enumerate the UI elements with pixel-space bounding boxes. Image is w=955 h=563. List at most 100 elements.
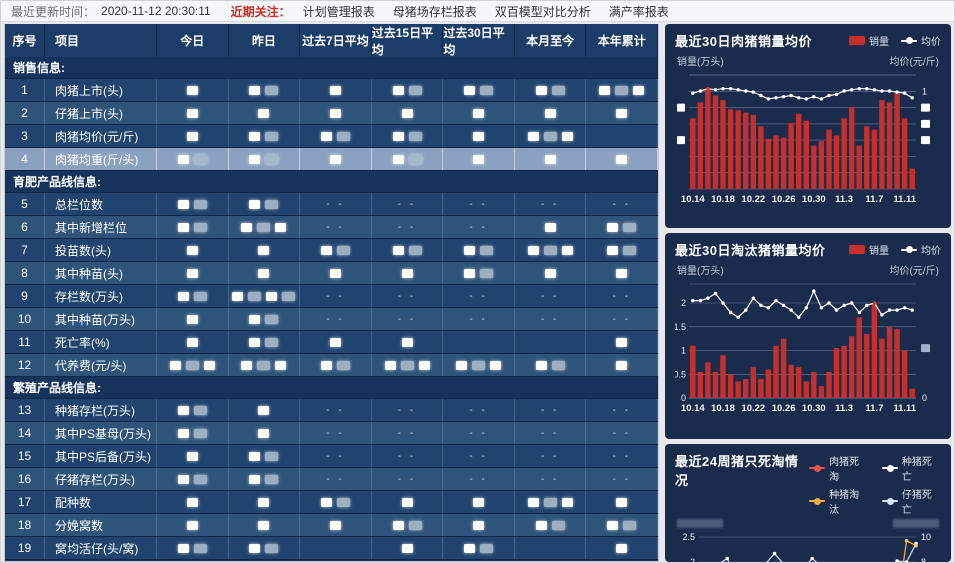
line-swatch-icon: [882, 497, 898, 505]
table-row[interactable]: 19 窝均活仔(头/窝): [5, 537, 658, 560]
column-header: 序号: [5, 24, 45, 57]
table-row[interactable]: 12 代养费(元/头): [5, 354, 658, 377]
focus-links: 计划管理报表 母猪场存栏报表 双百模型对比分析 满产率报表: [303, 3, 669, 20]
data-cell: [586, 239, 658, 261]
redacted-value: [186, 268, 198, 278]
redacted-axis-label: [893, 519, 939, 528]
svg-text:10: 10: [921, 532, 931, 542]
table-row[interactable]: 13 种猪存栏(万头) - - - - - - - - - -: [5, 399, 658, 422]
table-row[interactable]: 6 其中新增栏位 - - - - - -: [5, 216, 658, 239]
legend-item-price[interactable]: 均价: [901, 33, 941, 48]
legend-item-price[interactable]: 均价: [901, 242, 941, 257]
main-content: 序号 项目 今日 昨日 过去7日平均 过去15日平均 过去30日平均 本月至今 本年累计 销售信…: [1, 22, 954, 562]
svg-text:11.11: 11.11: [893, 194, 916, 205]
table-row[interactable]: 10 其中种苗(万头) - - - - - - - - - -: [5, 308, 658, 331]
empty-value: - -: [397, 450, 417, 462]
row-number: 5: [5, 193, 45, 215]
table-row[interactable]: 15 其中PS后备(万头) - - - - - - - - - -: [5, 445, 658, 468]
section-label: 育肥产品线信息:: [13, 175, 101, 189]
redacted-value: [265, 85, 279, 95]
row-label: 其中新增栏位: [45, 216, 157, 238]
data-cell: [229, 125, 301, 147]
focus-link[interactable]: 满产率报表: [608, 4, 669, 19]
table-row[interactable]: 1 肉猪上市(头): [5, 79, 658, 102]
legend-item-breeder-cull[interactable]: 种猪淘汰: [809, 486, 868, 516]
data-cell: [372, 354, 444, 376]
redacted-value: [480, 85, 494, 95]
redacted-value: [258, 268, 270, 278]
data-cell: [372, 262, 444, 284]
data-cell: [157, 148, 229, 170]
data-cell: [300, 102, 372, 124]
data-cell: - -: [443, 285, 515, 307]
redacted-value: [543, 497, 557, 507]
table-row[interactable]: 4 肉猪均重(斤/头): [5, 148, 658, 171]
empty-value: - -: [540, 290, 560, 302]
table-row[interactable]: 7 投苗数(头): [5, 239, 658, 262]
data-cell: [157, 354, 229, 376]
y-axis-label-left: 销量(万头): [677, 266, 724, 277]
data-cell: [586, 354, 658, 376]
redacted-value: [258, 428, 270, 438]
data-cell: [443, 514, 515, 536]
data-cell: [157, 537, 229, 559]
row-number: 9: [5, 285, 45, 307]
data-cell: [515, 537, 587, 559]
redacted-value: [623, 222, 637, 232]
table-row[interactable]: 3 肉猪均价(元/斤): [5, 125, 658, 148]
redacted-value: [527, 497, 539, 507]
redacted-value: [401, 108, 413, 118]
table-row[interactable]: 18 分娩窝数: [5, 514, 658, 537]
legend-item-sales[interactable]: 销量: [849, 33, 889, 48]
table-row[interactable]: 2 仔猪上市(头): [5, 102, 658, 125]
data-cell: [443, 491, 515, 513]
table-row[interactable]: 8 其中种苗(头): [5, 262, 658, 285]
empty-value: - -: [397, 404, 417, 416]
row-label: 其中PS后备(万头): [45, 445, 157, 467]
row-label: 死亡率(%): [45, 331, 157, 353]
data-cell: [372, 79, 444, 101]
data-cell: - -: [443, 445, 515, 467]
chart-title: 最近30日肉猪销量均价: [675, 34, 812, 49]
row-number: 2: [5, 102, 45, 124]
table-row[interactable]: 14 其中PS基母(万头) - - - - - - - - - -: [5, 422, 658, 445]
row-label: 分娩窝数: [45, 514, 157, 536]
redacted-value: [551, 85, 565, 95]
table-row[interactable]: 9 存栏数(万头) - - - - - - - - - -: [5, 285, 658, 308]
data-cell: - -: [443, 308, 515, 330]
focus-link[interactable]: 母猪场存栏报表: [392, 4, 477, 19]
redacted-value: [408, 154, 422, 164]
table-row[interactable]: 5 总栏位数 - - - - - - - - - -: [5, 193, 658, 216]
legend-item-sales[interactable]: 销量: [849, 242, 889, 257]
row-label: 代养费(元/头): [45, 354, 157, 376]
svg-text:10.14: 10.14: [681, 194, 705, 205]
redacted-value: [249, 85, 261, 95]
legend-item-pig-death[interactable]: 肉猪死淘: [809, 453, 868, 483]
redacted-value: [265, 543, 279, 553]
focus-label: 近期关注：: [230, 4, 291, 19]
data-cell: [300, 514, 372, 536]
svg-text:2: 2: [690, 557, 695, 562]
data-cell: [229, 537, 301, 559]
legend-item-piglet-death[interactable]: 仔猪死亡: [882, 486, 941, 516]
table-row[interactable]: 11 死亡率(%): [5, 331, 658, 354]
empty-value: - -: [326, 313, 345, 325]
redacted-value: [177, 405, 189, 415]
redacted-value: [616, 154, 628, 164]
redacted-value: [472, 360, 486, 370]
row-label: 配种数: [45, 491, 157, 513]
focus-link[interactable]: 双百模型对比分析: [494, 4, 591, 19]
redacted-value: [282, 291, 296, 301]
redacted-value: [384, 360, 396, 370]
data-cell: [300, 331, 372, 353]
focus-link[interactable]: 计划管理报表: [302, 4, 375, 19]
table-row[interactable]: 16 仔猪存栏(万头) - - - - - - - - - -: [5, 468, 658, 491]
svg-text:10.18: 10.18: [711, 194, 735, 205]
data-cell: - -: [300, 468, 372, 490]
redacted-value: [544, 154, 556, 164]
panel-weekly-death: 最近24周猪只死淘情况 肉猪死淘 种猪死亡 种猪淘汰 仔猪死亡 2.510281…: [665, 444, 951, 562]
table-row[interactable]: 17 配种数: [5, 491, 658, 514]
legend-item-breeder-death[interactable]: 种猪死亡: [882, 453, 941, 483]
empty-value: - -: [612, 450, 631, 462]
data-cell: [515, 239, 587, 261]
